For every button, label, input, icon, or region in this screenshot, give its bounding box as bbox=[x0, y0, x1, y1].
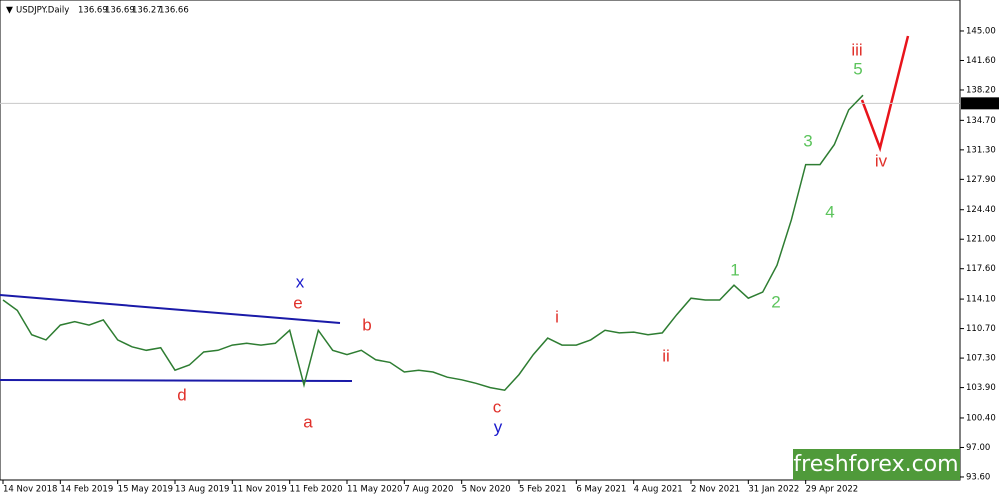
x-tick-label: 7 Aug 2020 bbox=[404, 485, 453, 495]
wave-label: 2 bbox=[771, 292, 780, 311]
y-tick-label: 127.90 bbox=[966, 175, 996, 185]
x-tick-label: 5 Nov 2020 bbox=[462, 485, 511, 495]
x-tick-label: 13 Aug 2019 bbox=[175, 485, 229, 495]
y-tick-label: 124.40 bbox=[966, 205, 996, 215]
last-price-label: 136.66 bbox=[965, 99, 995, 109]
price-line bbox=[2, 94, 864, 392]
projection-line bbox=[860, 35, 910, 153]
x-tick-label: 15 May 2019 bbox=[118, 485, 173, 495]
wave-label: i bbox=[555, 307, 559, 326]
x-tick-label: 11 Nov 2019 bbox=[232, 485, 286, 495]
x-tick-label: 6 May 2021 bbox=[576, 485, 626, 495]
y-tick-label: 97.00 bbox=[966, 443, 990, 453]
y-tick-label: 93.60 bbox=[966, 472, 990, 482]
wave-label: y bbox=[494, 417, 503, 436]
wave-label: iv bbox=[875, 151, 888, 170]
y-tick-label: 110.70 bbox=[966, 324, 996, 334]
wave-label: d bbox=[177, 385, 186, 404]
y-tick-label: 121.00 bbox=[966, 235, 996, 245]
y-tick-label: 114.10 bbox=[966, 295, 996, 305]
wave-label: 1 bbox=[730, 260, 739, 279]
wave-label: 3 bbox=[803, 131, 812, 150]
plot-frame bbox=[0, 0, 961, 481]
ohlc-value: 136.27 bbox=[132, 6, 162, 16]
y-tick-label: 141.60 bbox=[966, 56, 996, 66]
symbol-marker: ▼ bbox=[6, 6, 13, 16]
x-tick-label: 11 Feb 2020 bbox=[290, 485, 343, 495]
x-tick-label: 14 Nov 2018 bbox=[3, 485, 57, 495]
y-tick-label: 103.90 bbox=[966, 383, 996, 393]
x-tick-label: 11 May 2020 bbox=[347, 485, 402, 495]
x-tick-label: 31 Jan 2022 bbox=[748, 485, 799, 495]
ohlc-value: 136.69 bbox=[78, 6, 108, 16]
y-tick-label: 145.00 bbox=[966, 26, 996, 36]
wave-label: a bbox=[303, 412, 313, 431]
wave-label: ii bbox=[662, 346, 670, 365]
x-tick-label: 4 Aug 2021 bbox=[634, 485, 683, 495]
x-tick-label: 14 Feb 2019 bbox=[60, 485, 113, 495]
watermark-box bbox=[793, 449, 960, 480]
ohlc-value: 136.66 bbox=[159, 6, 189, 16]
y-tick-label: 100.40 bbox=[966, 413, 996, 423]
x-tick-label: 5 Feb 2021 bbox=[519, 485, 567, 495]
y-tick-label: 107.30 bbox=[966, 354, 996, 364]
trend-line bbox=[0, 294, 341, 324]
ohlc-value: 136.69 bbox=[105, 6, 135, 16]
wave-label: e bbox=[293, 293, 302, 312]
x-tick-label: 29 Apr 2022 bbox=[806, 485, 859, 495]
y-tick-label: 131.30 bbox=[966, 145, 996, 155]
y-tick-label: 138.20 bbox=[966, 85, 996, 95]
chart-title: USDJPY.Daily bbox=[16, 6, 69, 16]
wave-label: b bbox=[362, 315, 371, 334]
wave-label: 5 bbox=[853, 59, 862, 78]
wave-label: 4 bbox=[825, 202, 834, 221]
wave-label: iii bbox=[851, 40, 862, 59]
y-tick-label: 134.70 bbox=[966, 116, 996, 126]
wave-label: c bbox=[493, 397, 502, 416]
wave-label: x bbox=[296, 272, 305, 291]
trend-line bbox=[0, 379, 353, 382]
watermark: freshforex.com bbox=[793, 452, 958, 477]
x-tick-label: 2 Nov 2021 bbox=[691, 485, 740, 495]
last-price-tag bbox=[961, 97, 999, 110]
y-tick-label: 117.60 bbox=[966, 264, 996, 274]
